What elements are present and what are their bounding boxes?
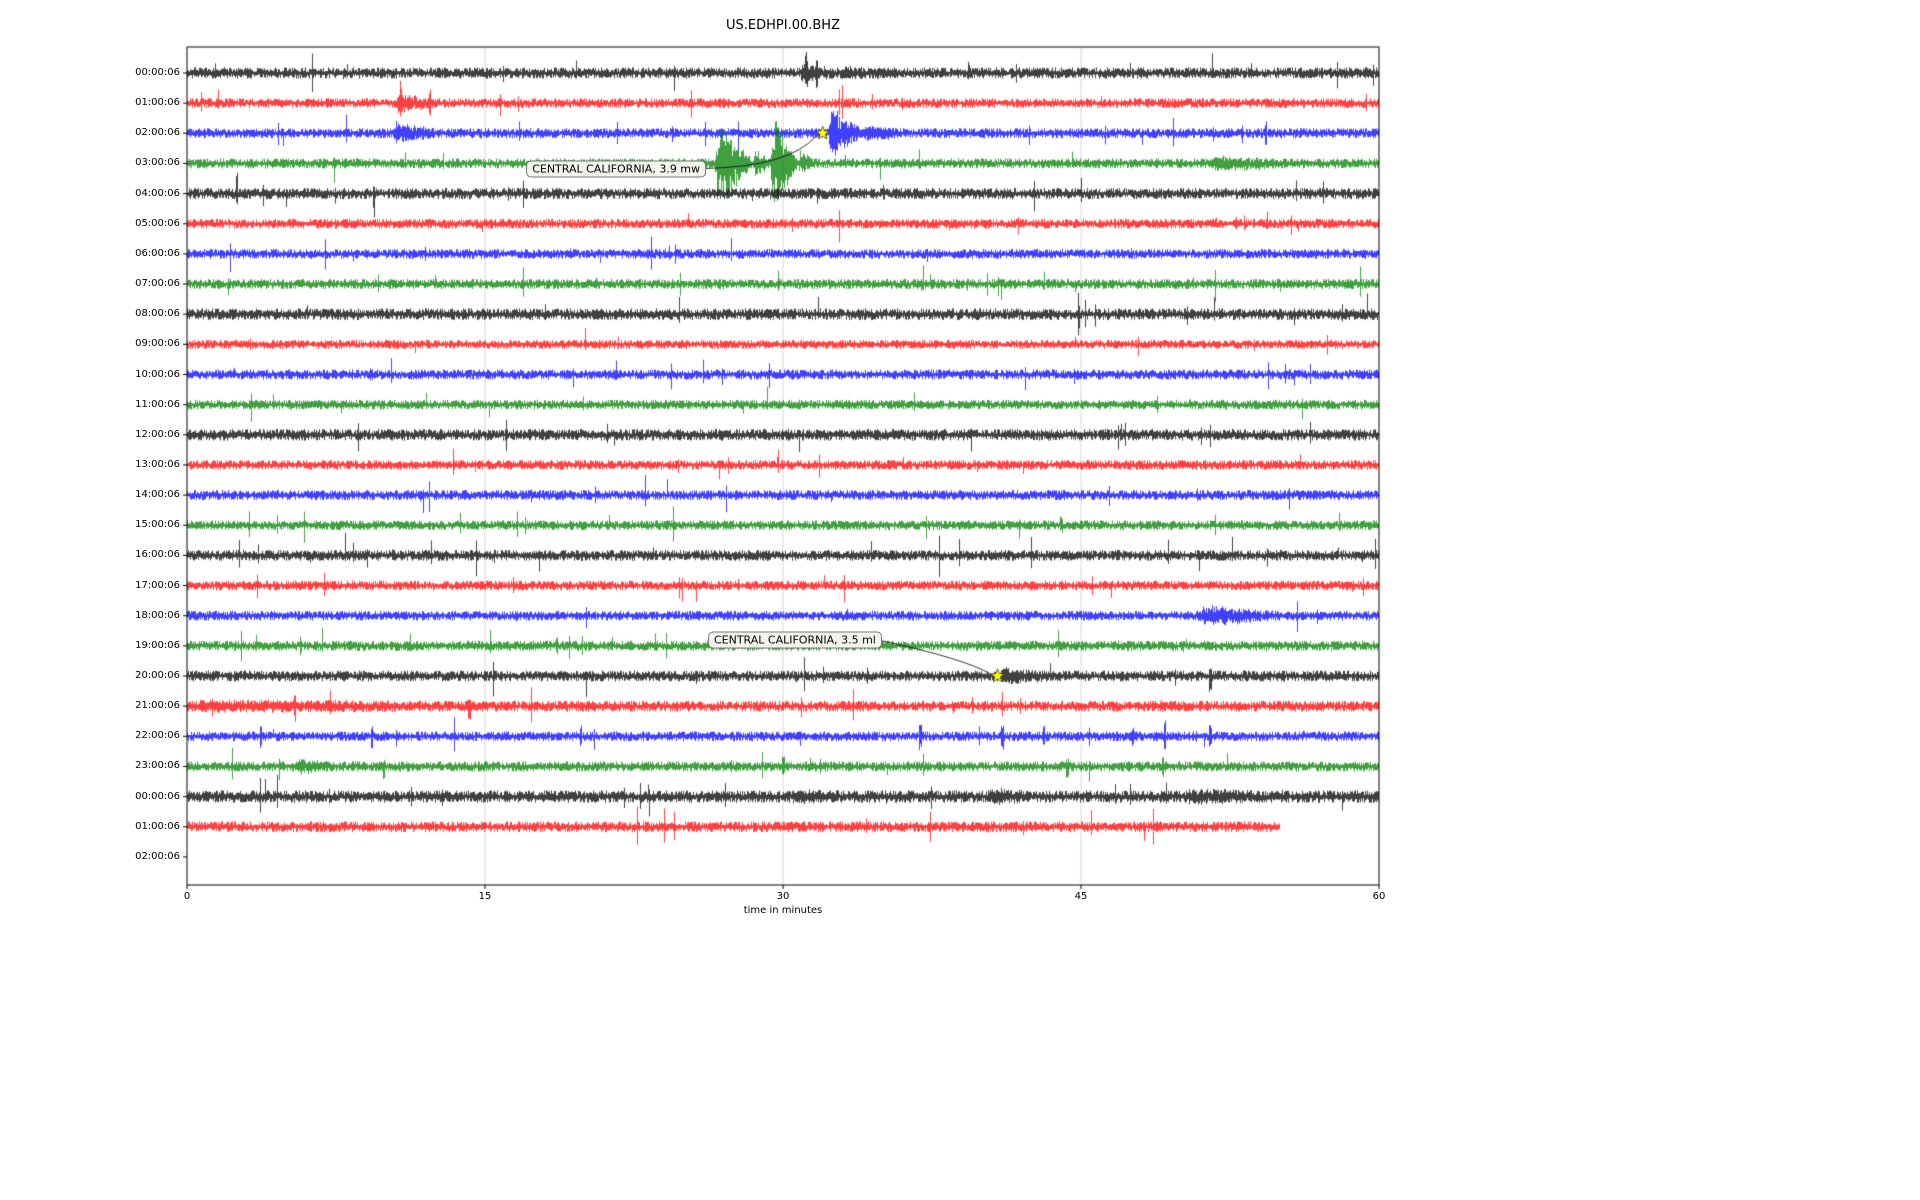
row-label: 01:00:06: [135, 97, 180, 109]
row-label: 22:00:06: [135, 730, 180, 742]
x-tick-label: 30: [776, 891, 790, 902]
row-label: 23:00:06: [135, 760, 180, 772]
row-label: 00:00:06: [135, 67, 180, 78]
row-label: 05:00:06: [135, 217, 180, 229]
row-label: 14:00:06: [135, 489, 180, 501]
row-label: 13:00:06: [135, 458, 180, 470]
x-tick-label: 60: [1372, 891, 1386, 902]
row-label: 07:00:06: [135, 278, 180, 290]
row-label: 00:00:06: [135, 790, 180, 802]
row-label: 03:00:06: [135, 157, 180, 169]
row-label: 18:00:06: [135, 609, 180, 621]
row-label: 06:00:06: [135, 247, 180, 259]
row-label: 08:00:06: [135, 308, 180, 320]
x-axis-title: time in minutes: [743, 905, 823, 916]
x-tick-label: 0: [183, 891, 191, 902]
row-label: 21:00:06: [135, 700, 180, 712]
x-tick-label: 15: [478, 891, 492, 902]
row-label: 10:00:06: [135, 368, 180, 380]
row-label: 01:00:06: [135, 820, 180, 832]
row-label: 04:00:06: [135, 187, 180, 199]
row-label: 02:00:06: [135, 127, 180, 139]
row-label: 09:00:06: [135, 338, 180, 350]
event-label: CENTRAL CALIFORNIA, 3.5 ml: [707, 631, 882, 649]
row-label: 16:00:06: [135, 549, 180, 561]
row-label: 17:00:06: [135, 579, 180, 591]
row-label: 02:00:06: [135, 850, 180, 862]
x-tick-label: 45: [1074, 891, 1088, 902]
row-label: 20:00:06: [135, 670, 180, 681]
row-label: 15:00:06: [135, 519, 180, 531]
row-label: 12:00:06: [135, 428, 180, 440]
event-label: CENTRAL CALIFORNIA, 3.9 mw: [526, 160, 707, 178]
row-label: 11:00:06: [135, 398, 180, 410]
row-label: 19:00:06: [135, 639, 180, 651]
